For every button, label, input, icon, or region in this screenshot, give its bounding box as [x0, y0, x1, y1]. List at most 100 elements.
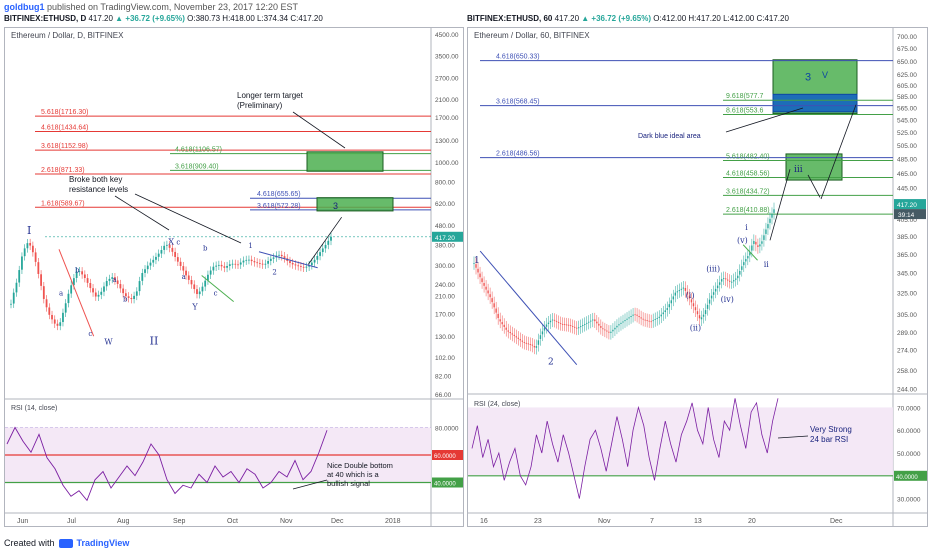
author-link[interactable]: goldbug1	[4, 2, 45, 12]
left-wave-label: b	[75, 266, 80, 274]
left-fib-label: 4.618(655.65)	[257, 191, 301, 198]
right-fib-label: 3.618(568.45)	[496, 99, 540, 106]
right-candle-body	[485, 286, 487, 290]
right-candle-body	[521, 340, 524, 342]
right-fib-label: 4.618(458.56)	[726, 170, 770, 177]
left-candle-body	[253, 261, 256, 263]
left-ohlc: O:380.73 H:418.00 L:374.34 C:417.20	[187, 14, 323, 23]
right-candle-body	[549, 320, 552, 323]
left-candle-body	[297, 265, 300, 267]
right-candle-body	[569, 325, 572, 327]
right-candle-body	[650, 321, 652, 323]
right-rsi-hline-tag: 40.0000	[896, 475, 918, 481]
left-wave-label: Y	[191, 302, 198, 311]
left-candle-body	[23, 248, 26, 257]
right-candle-body	[563, 324, 566, 326]
right-candle-body	[630, 316, 632, 318]
left-candle-body	[174, 251, 177, 257]
left-candle-body	[193, 284, 196, 290]
left-wave-label: c	[214, 289, 218, 297]
left-arrow-broke-2	[134, 193, 242, 244]
left-candle-body	[187, 275, 190, 280]
left-price: 417.20	[88, 14, 113, 23]
right-candle-body	[577, 327, 580, 329]
left-rsi-hline-tag: 60.0000	[434, 454, 456, 460]
right-wave-label: (iii)	[706, 265, 720, 274]
left-wave-label: a	[59, 289, 63, 297]
left-candle-body	[116, 280, 119, 284]
left-symbol-bar: BITFINEX:ETHUSD, D 417.20 ▲ +36.72 (+9.6…	[4, 14, 323, 23]
right-candle-body	[505, 327, 507, 330]
left-y-tick-label: 2100.00	[435, 97, 459, 104]
left-wave-label: b	[203, 245, 208, 253]
right-candle-body	[646, 320, 648, 322]
left-candle-body	[330, 236, 332, 241]
right-candle-body	[634, 314, 636, 316]
left-candle-body	[21, 256, 23, 270]
right-candle-body	[737, 275, 739, 279]
right-y-tick-label: 385.00	[897, 234, 917, 241]
right-chart-panel[interactable]: Ethereum / Dollar, 60, BITFINEX 700.00 67…	[467, 27, 928, 527]
left-candle-body	[310, 262, 313, 266]
right-wave-label: 2	[548, 358, 554, 368]
right-y-tick-label: 675.00	[897, 46, 917, 53]
left-candle-body	[92, 288, 94, 293]
left-y-tick-label: 240.00	[435, 282, 455, 289]
left-trendline-green	[201, 275, 234, 303]
right-candle-body	[525, 342, 528, 344]
right-candle-body	[503, 324, 505, 327]
right-candle-body	[610, 331, 612, 333]
right-fib-label: 8.618(553.6	[726, 107, 763, 114]
right-candle-body	[664, 310, 666, 313]
left-candle-body	[316, 255, 319, 260]
right-candle-body	[495, 308, 497, 313]
right-candle-body	[670, 300, 673, 304]
left-fib-label: 3.618(1152.98)	[41, 143, 88, 150]
right-candle-body	[714, 288, 717, 292]
right-y-tick-label: 505.00	[897, 143, 917, 150]
left-chart-panel[interactable]: Ethereum / Dollar, D, BITFINEX 4500.00 35…	[4, 27, 464, 527]
right-candle-body	[680, 288, 683, 290]
left-candle-body	[64, 303, 67, 313]
left-candle-body	[269, 258, 272, 261]
left-candle-body	[185, 270, 187, 276]
left-candle-body	[53, 319, 56, 324]
right-candle-body	[511, 333, 513, 335]
right-candle-body	[473, 263, 475, 264]
right-candle-body	[652, 320, 654, 322]
right-symbol[interactable]: BITFINEX:ETHUSD, 60	[467, 14, 553, 23]
right-candle-body	[559, 323, 562, 324]
right-candle-body	[729, 280, 731, 282]
left-candle-body	[12, 292, 15, 304]
left-y-tick-label: 1700.00	[435, 115, 459, 122]
left-candle-body	[78, 271, 81, 273]
left-rsi-line	[6, 426, 328, 502]
right-y-tick-label: 274.00	[897, 348, 917, 355]
right-candle-body	[551, 319, 554, 321]
left-candle-body	[261, 263, 264, 265]
right-y-tick-label: 405.00	[897, 217, 917, 224]
left-candle-body	[327, 240, 330, 245]
left-symbol[interactable]: BITFINEX:ETHUSD, D	[4, 14, 87, 23]
left-candle-body	[122, 288, 125, 294]
left-candle-body	[176, 257, 179, 262]
right-candle-body	[704, 310, 707, 315]
right-candle-body	[622, 321, 624, 323]
footer-brand[interactable]: TradingView	[76, 538, 130, 548]
right-fib-label: 2.618(410.88)	[726, 207, 770, 214]
left-candle-body	[313, 259, 316, 263]
right-candle-body	[584, 323, 586, 325]
left-target-box-lower	[316, 197, 394, 212]
left-candle-body	[168, 244, 171, 248]
right-candle-body	[773, 209, 775, 213]
left-candle-body	[223, 266, 226, 268]
right-candle-body	[612, 329, 614, 332]
right-candle-body	[475, 264, 477, 268]
right-candle-body	[519, 339, 522, 341]
right-candle-body	[662, 312, 664, 315]
right-rsi-title: RSI (24, close)	[474, 401, 520, 408]
left-x-tick-label: 2018	[385, 518, 401, 525]
right-candle-body	[745, 259, 747, 262]
right-y-tick-label: 525.00	[897, 130, 917, 137]
right-candle-body	[706, 304, 709, 309]
